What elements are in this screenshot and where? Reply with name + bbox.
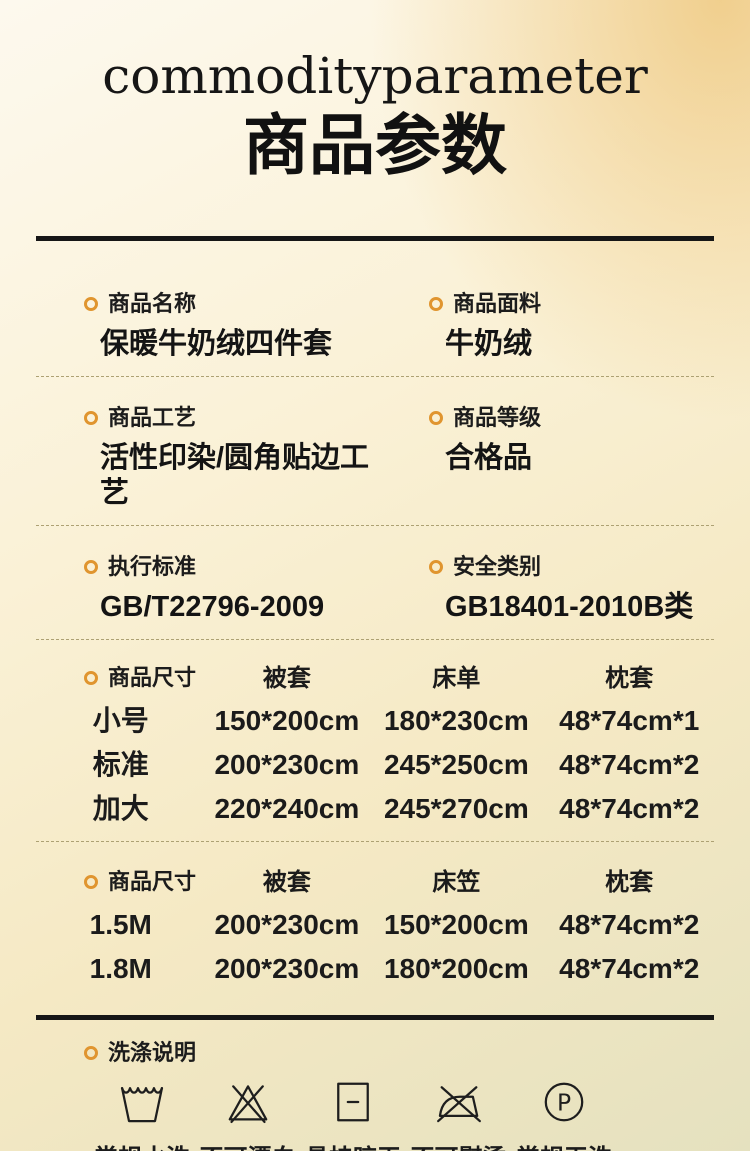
cell-pillowcase: 48*74cm*2 (559, 908, 700, 940)
param-value: GB18401-2010B类 (445, 590, 694, 623)
param-fabric: 商品面料 牛奶绒 (375, 291, 714, 362)
param-value: 合格品 (445, 441, 533, 474)
cell-duvet-cover: 200*230cm (214, 748, 360, 780)
cell-fitted-sheet: 180*200cm (383, 952, 529, 984)
param-label: 商品面料 (453, 290, 542, 316)
column-header: 床单 (432, 664, 481, 692)
param-row: 执行标准 GB/T22796-2009 安全类别 GB18401-2010B类 (36, 526, 714, 640)
row-name: 1.5M (89, 908, 152, 940)
wash-item-machine-wash: 常规水洗 (92, 1076, 192, 1151)
bullet-ring-icon (84, 559, 98, 574)
top-divider (36, 235, 714, 241)
cell-fitted-sheet: 150*200cm (383, 908, 529, 940)
param-label: 商品工艺 (108, 404, 197, 430)
bullet-ring-icon (429, 410, 443, 425)
bullet-ring-icon (429, 559, 443, 574)
size-table-title: 商品尺寸 (108, 665, 197, 691)
bullet-ring-icon (84, 875, 98, 890)
bullet-ring-icon (84, 671, 98, 686)
bullet-ring-icon (84, 296, 98, 311)
column-header: 枕套 (605, 664, 654, 692)
column-header: 床笠 (432, 868, 481, 896)
bullet-ring-icon (84, 410, 98, 425)
wash-item-label: 悬挂晾干 (305, 1138, 401, 1151)
param-label: 商品等级 (453, 404, 542, 430)
row-name: 小号 (92, 704, 149, 736)
row-name: 加大 (92, 792, 149, 824)
no-iron-icon (436, 1086, 481, 1123)
param-row: 商品工艺 活性印染/圆角贴边工艺 商品等级 合格品 (36, 377, 714, 526)
dry-clean-icon: P (544, 1082, 584, 1122)
washing-instructions: 洗涤说明 常规水洗 不可漂白 (36, 1020, 714, 1151)
wash-item-hang-dry: 悬挂晾干 (303, 1076, 403, 1151)
param-value: 活性印染/圆角贴边工艺 (100, 441, 370, 509)
wash-item-label: 不可漂白 (200, 1138, 296, 1151)
cell-duvet-cover: 200*230cm (214, 952, 360, 984)
size-table-fitted-sheet: 商品尺寸 被套 床笠 枕套 1.5M 200*230cm 150*200cm 4… (36, 842, 714, 1015)
wash-tub-icon (120, 1086, 164, 1123)
bullet-ring-icon (429, 296, 443, 311)
cell-sheet: 245*250cm (383, 748, 529, 780)
size-table-flat-sheet: 商品尺寸 被套 床单 枕套 小号 150*200cm 180*230cm 48*… (36, 640, 714, 842)
washing-label: 洗涤说明 (108, 1039, 197, 1065)
wash-item-label: 不可熨烫 (411, 1138, 507, 1151)
wash-item-no-bleach: 不可漂白 (198, 1076, 298, 1151)
param-value: 牛奶绒 (445, 327, 533, 360)
table-row: 1.8M 200*230cm 180*200cm 48*74cm*2 (36, 947, 714, 991)
param-label: 执行标准 (108, 553, 197, 579)
table-row: 加大 220*240cm 245*270cm 48*74cm*2 (36, 787, 714, 831)
wash-item-label: 常规干洗 (516, 1138, 612, 1151)
param-label: 商品名称 (108, 290, 197, 316)
bullet-ring-icon (84, 1045, 98, 1060)
param-value: 保暖牛奶绒四件套 (100, 327, 333, 360)
row-name: 标准 (92, 748, 149, 780)
cell-sheet: 245*270cm (383, 792, 529, 824)
cell-duvet-cover: 220*240cm (214, 792, 360, 824)
param-row: 商品名称 保暖牛奶绒四件套 商品面料 牛奶绒 (36, 241, 714, 377)
param-label: 安全类别 (453, 553, 542, 579)
cell-pillowcase: 48*74cm*2 (559, 952, 700, 984)
table-row: 标准 200*230cm 245*250cm 48*74cm*2 (36, 743, 714, 787)
table-row: 1.5M 200*230cm 150*200cm 48*74cm*2 (36, 903, 714, 947)
wash-item-no-iron: 不可熨烫 (409, 1076, 509, 1151)
size-table-title: 商品尺寸 (108, 869, 197, 895)
wash-item-label: 常规水洗 (94, 1138, 190, 1151)
param-craft: 商品工艺 活性印染/圆角贴边工艺 (36, 405, 375, 511)
wash-item-dry-clean: P 常规干洗 (514, 1076, 614, 1151)
cell-pillowcase: 48*74cm*1 (559, 704, 700, 736)
hang-dry-icon (337, 1082, 369, 1122)
param-value: GB/T22796-2009 (100, 590, 325, 623)
no-bleach-icon (228, 1085, 267, 1123)
param-grade: 商品等级 合格品 (375, 405, 714, 511)
dry-clean-letter: P (557, 1089, 571, 1117)
column-header: 被套 (262, 664, 311, 692)
page-title-english: commodityparameter (102, 47, 648, 105)
cell-pillowcase: 48*74cm*2 (559, 792, 700, 824)
table-row: 小号 150*200cm 180*230cm 48*74cm*1 (36, 699, 714, 743)
row-name: 1.8M (89, 952, 152, 984)
column-header: 枕套 (605, 868, 654, 896)
column-header: 被套 (262, 868, 311, 896)
cell-duvet-cover: 200*230cm (214, 908, 360, 940)
cell-pillowcase: 48*74cm*2 (559, 748, 700, 780)
param-standard: 执行标准 GB/T22796-2009 (36, 554, 375, 625)
bottom-divider (36, 1014, 714, 1020)
param-product-name: 商品名称 保暖牛奶绒四件套 (36, 291, 375, 362)
param-safety-category: 安全类别 GB18401-2010B类 (375, 554, 714, 625)
cell-sheet: 180*230cm (383, 704, 529, 736)
page-title-chinese: 商品参数 (243, 108, 507, 182)
cell-duvet-cover: 150*200cm (214, 704, 360, 736)
